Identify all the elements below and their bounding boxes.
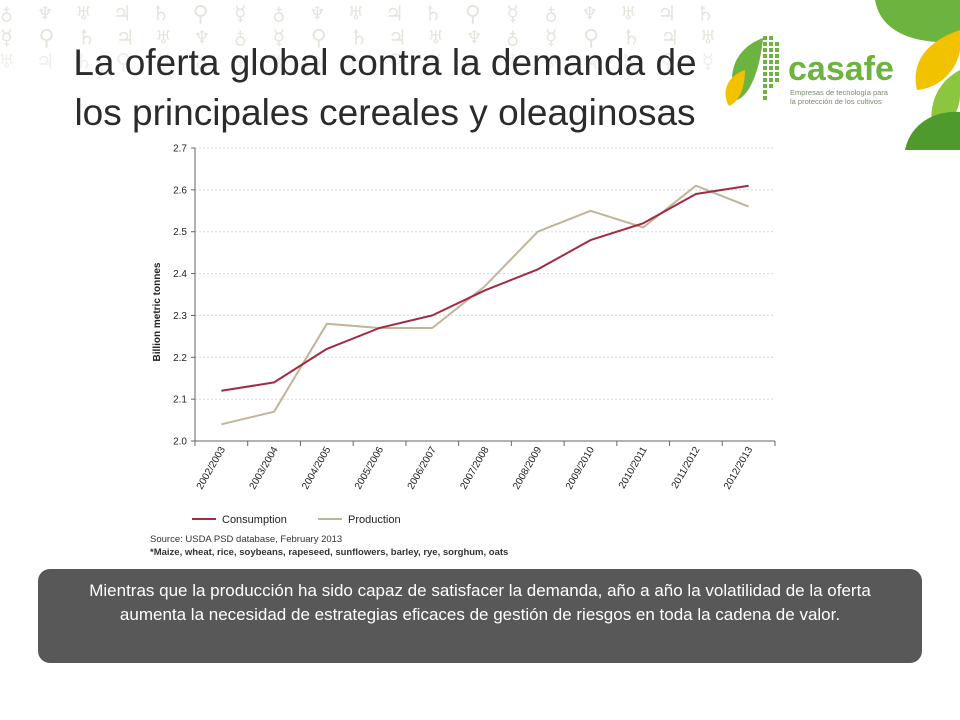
x-tick-label: 2009/2010 <box>564 445 597 492</box>
slide-title: La oferta global contra la demanda de lo… <box>40 38 730 138</box>
y-tick-label: 2.4 <box>173 269 187 280</box>
y-tick-label: 2.5 <box>173 227 187 238</box>
x-tick-label: 2003/2004 <box>248 445 281 492</box>
legend: Consumption Production <box>192 514 401 526</box>
casafe-logo: casafe Empresas de tecnología para la pr… <box>725 0 960 150</box>
corner-leaf-icon <box>905 111 960 150</box>
x-tick-label: 2002/2003 <box>195 445 228 492</box>
y-tick-label: 2.2 <box>173 353 187 364</box>
y-tick-label: 2.6 <box>173 185 187 196</box>
chart-source: Source: USDA PSD database, February 2013 <box>150 534 342 545</box>
series-line-production <box>221 184 749 426</box>
leaf-logo-icon <box>725 36 779 106</box>
x-tick-label: 2011/2012 <box>670 445 703 491</box>
caption-box: Mientras que la producción ha sido capaz… <box>38 569 922 663</box>
series-line-consumption <box>221 184 749 392</box>
x-tick-label: 2008/2009 <box>511 445 544 492</box>
decorative-pattern: ♁ ♆ ♅ ♃ ♄ ⚲ ☿ ♁ ♆ ♅ ♃ ♄ ⚲ ☿ ♁ ♆ ♅ ♃ ♄ ⚲ … <box>0 2 720 75</box>
y-tick-label: 2.1 <box>173 395 187 406</box>
chart-footnote: *Maize, wheat, rice, soybeans, rapeseed,… <box>150 547 508 558</box>
y-axis-label: Billion metric tonnes <box>152 262 163 361</box>
logo-tagline-2: la protección de los cultivos <box>790 97 882 106</box>
x-tick-label: 2010/2011 <box>617 445 650 491</box>
line-chart: 2.0 2.1 2.2 2.3 2.4 2.5 2.6 2.7 Billion metric … <box>150 144 776 558</box>
x-tick-label: 2006/2007 <box>406 445 439 492</box>
x-axis: 2002/2003 2003/2004 2004/2005 2005/2006 2006… <box>194 440 776 492</box>
chart-grid <box>195 147 775 400</box>
legend-label-consumption: Consumption <box>222 514 287 526</box>
x-tick-label: 2007/2008 <box>458 445 491 492</box>
corner-leaf-icon <box>875 0 960 43</box>
x-tick-label: 2005/2006 <box>353 445 386 492</box>
legend-label-production: Production <box>348 514 401 526</box>
corner-leaf-icon <box>915 30 960 90</box>
logo-tagline-1: Empresas de tecnología para <box>790 88 889 97</box>
x-tick-label: 2012/2013 <box>722 445 755 492</box>
title-line-1: La oferta global contra la demanda de <box>73 42 697 83</box>
logo-wordmark: casafe <box>788 50 894 88</box>
y-tick-label: 2.3 <box>173 311 187 322</box>
y-axis: 2.0 2.1 2.2 2.3 2.4 2.5 2.6 2.7 <box>173 144 196 448</box>
x-tick-label: 2004/2005 <box>300 445 333 492</box>
y-tick-label: 2.7 <box>173 144 187 155</box>
y-tick-label: 2.0 <box>173 437 187 448</box>
series-lines <box>221 184 749 426</box>
title-line-2: los principales cereales y oleaginosas <box>74 92 696 133</box>
